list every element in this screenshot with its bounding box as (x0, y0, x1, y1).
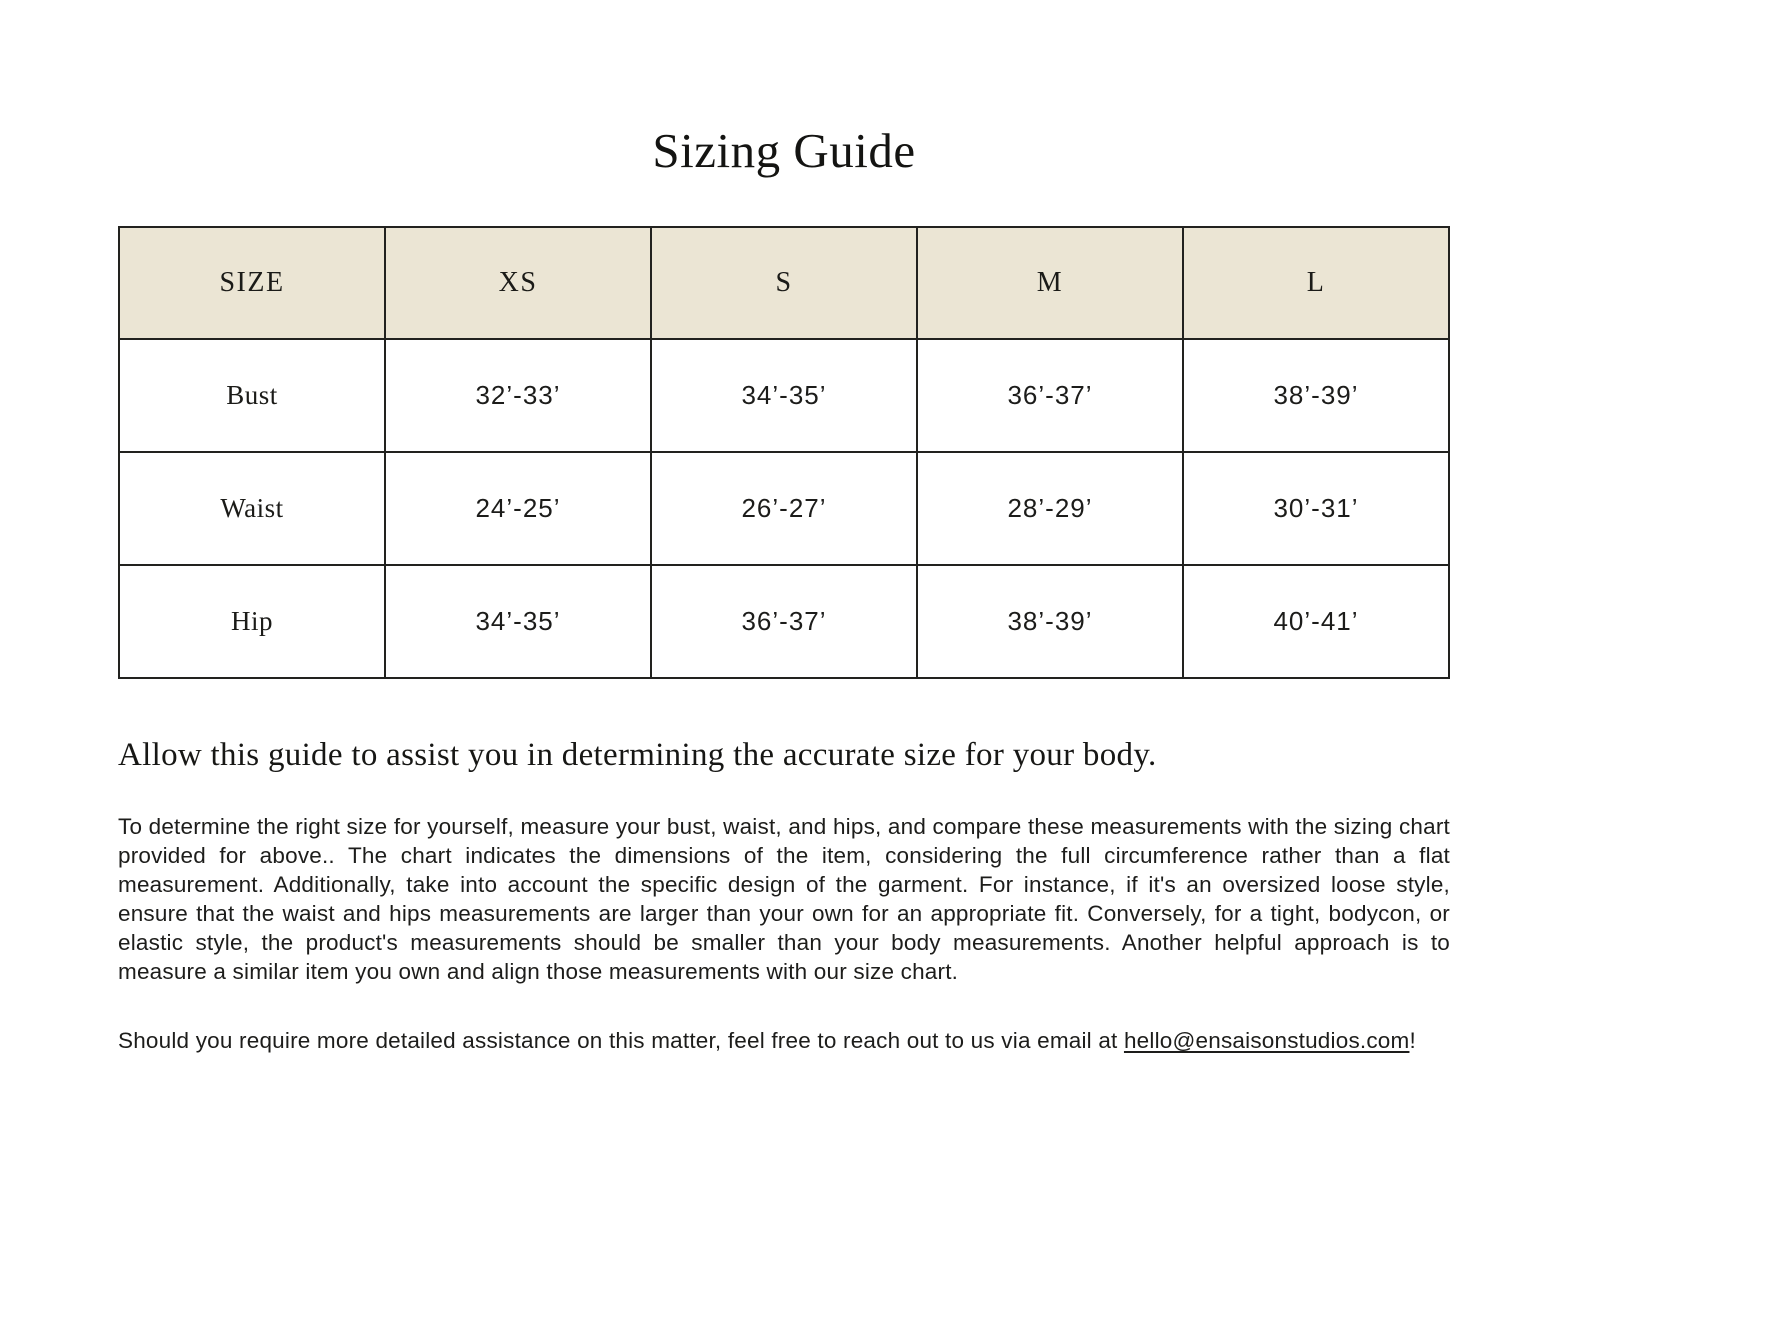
table-header-row: SIZE XS S M L (118, 226, 1450, 340)
column-header-size: SIZE (118, 226, 386, 340)
cell-bust-m: 36’-37’ (916, 338, 1184, 453)
cell-bust-l: 38’-39’ (1182, 338, 1450, 453)
cell-waist-l: 30’-31’ (1182, 451, 1450, 566)
row-label-bust: Bust (118, 338, 386, 453)
column-header-m: M (916, 226, 1184, 340)
column-header-l: L (1182, 226, 1450, 340)
size-chart-table: SIZE XS S M L Bust 32’-33’ 34’-35’ 36’-3… (118, 226, 1450, 679)
table-row-waist: Waist 24’-25’ 26’-27’ 28’-29’ 30’-31’ (118, 451, 1450, 566)
contact-line: Should you require more detailed assista… (118, 1026, 1450, 1055)
table-row-bust: Bust 32’-33’ 34’-35’ 36’-37’ 38’-39’ (118, 338, 1450, 453)
table-row-hip: Hip 34’-35’ 36’-37’ 38’-39’ 40’-41’ (118, 564, 1450, 679)
cell-hip-l: 40’-41’ (1182, 564, 1450, 679)
cell-hip-m: 38’-39’ (916, 564, 1184, 679)
row-label-waist: Waist (118, 451, 386, 566)
contact-prefix-text: Should you require more detailed assista… (118, 1028, 1124, 1053)
row-label-hip: Hip (118, 564, 386, 679)
sizing-instructions-paragraph: To determine the right size for yourself… (118, 814, 1450, 984)
email-link[interactable]: hello@ensaisonstudios.com (1123, 1028, 1410, 1053)
cell-bust-xs: 32’-33’ (384, 338, 652, 453)
cell-waist-xs: 24’-25’ (384, 451, 652, 566)
column-header-xs: XS (384, 226, 652, 340)
cell-hip-xs: 34’-35’ (384, 564, 652, 679)
sizing-guide-page: Sizing Guide SIZE XS S M L Bust 32’-33’ … (118, 0, 1450, 1055)
cell-bust-s: 34’-35’ (650, 338, 918, 453)
page-title: Sizing Guide (652, 123, 916, 178)
cell-hip-s: 36’-37’ (650, 564, 918, 679)
lead-text: Allow this guide to assist you in determ… (118, 737, 1157, 773)
column-header-s: S (650, 226, 918, 340)
cell-waist-m: 28’-29’ (916, 451, 1184, 566)
contact-suffix-text: ! (1409, 1028, 1416, 1053)
cell-waist-s: 26’-27’ (650, 451, 918, 566)
